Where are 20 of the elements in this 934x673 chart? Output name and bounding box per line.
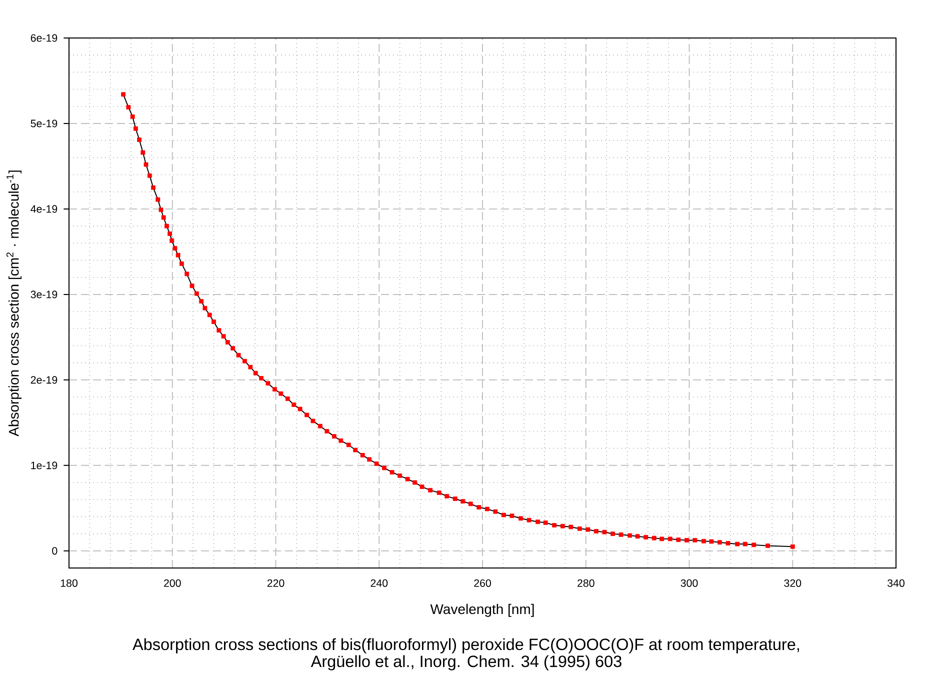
x-tick-label: 340 xyxy=(888,579,904,587)
y-tick-label: 2e-19 xyxy=(30,376,58,384)
x-tick-label: 220 xyxy=(267,579,284,587)
y-tick-label: 1e-19 xyxy=(31,462,58,470)
x-tick-label: 300 xyxy=(680,579,698,587)
y-tick-label: 4e-19 xyxy=(30,205,58,213)
y-tick-label: 0 xyxy=(52,547,58,555)
x-tick-label: 260 xyxy=(474,579,491,587)
y-tick-label: 6e-19 xyxy=(30,34,58,42)
y-axis-title: Absorption cross section [cm$^{2}$ · molecule$^{-1}$] xyxy=(6,170,22,436)
x-tick-label: 200 xyxy=(164,579,181,587)
x-tick-label: 240 xyxy=(370,579,388,587)
text: Argüello et al., Inorg. Chem. 34 (1995) 603 xyxy=(310,655,622,670)
y-tick-label: 5e-19 xyxy=(30,120,58,128)
y-tick-label: 3e-19 xyxy=(30,290,58,298)
x-tick-label: 280 xyxy=(578,579,594,587)
x-axis-title: Wavelength [nm] xyxy=(430,604,534,617)
x-tick-label: 320 xyxy=(784,579,802,587)
x-tick-label: 180 xyxy=(60,579,78,587)
text: Absorption cross sections of bis(fluoroformyl) peroxide FC(O)OOC(O)F at room temperature, xyxy=(132,638,799,654)
